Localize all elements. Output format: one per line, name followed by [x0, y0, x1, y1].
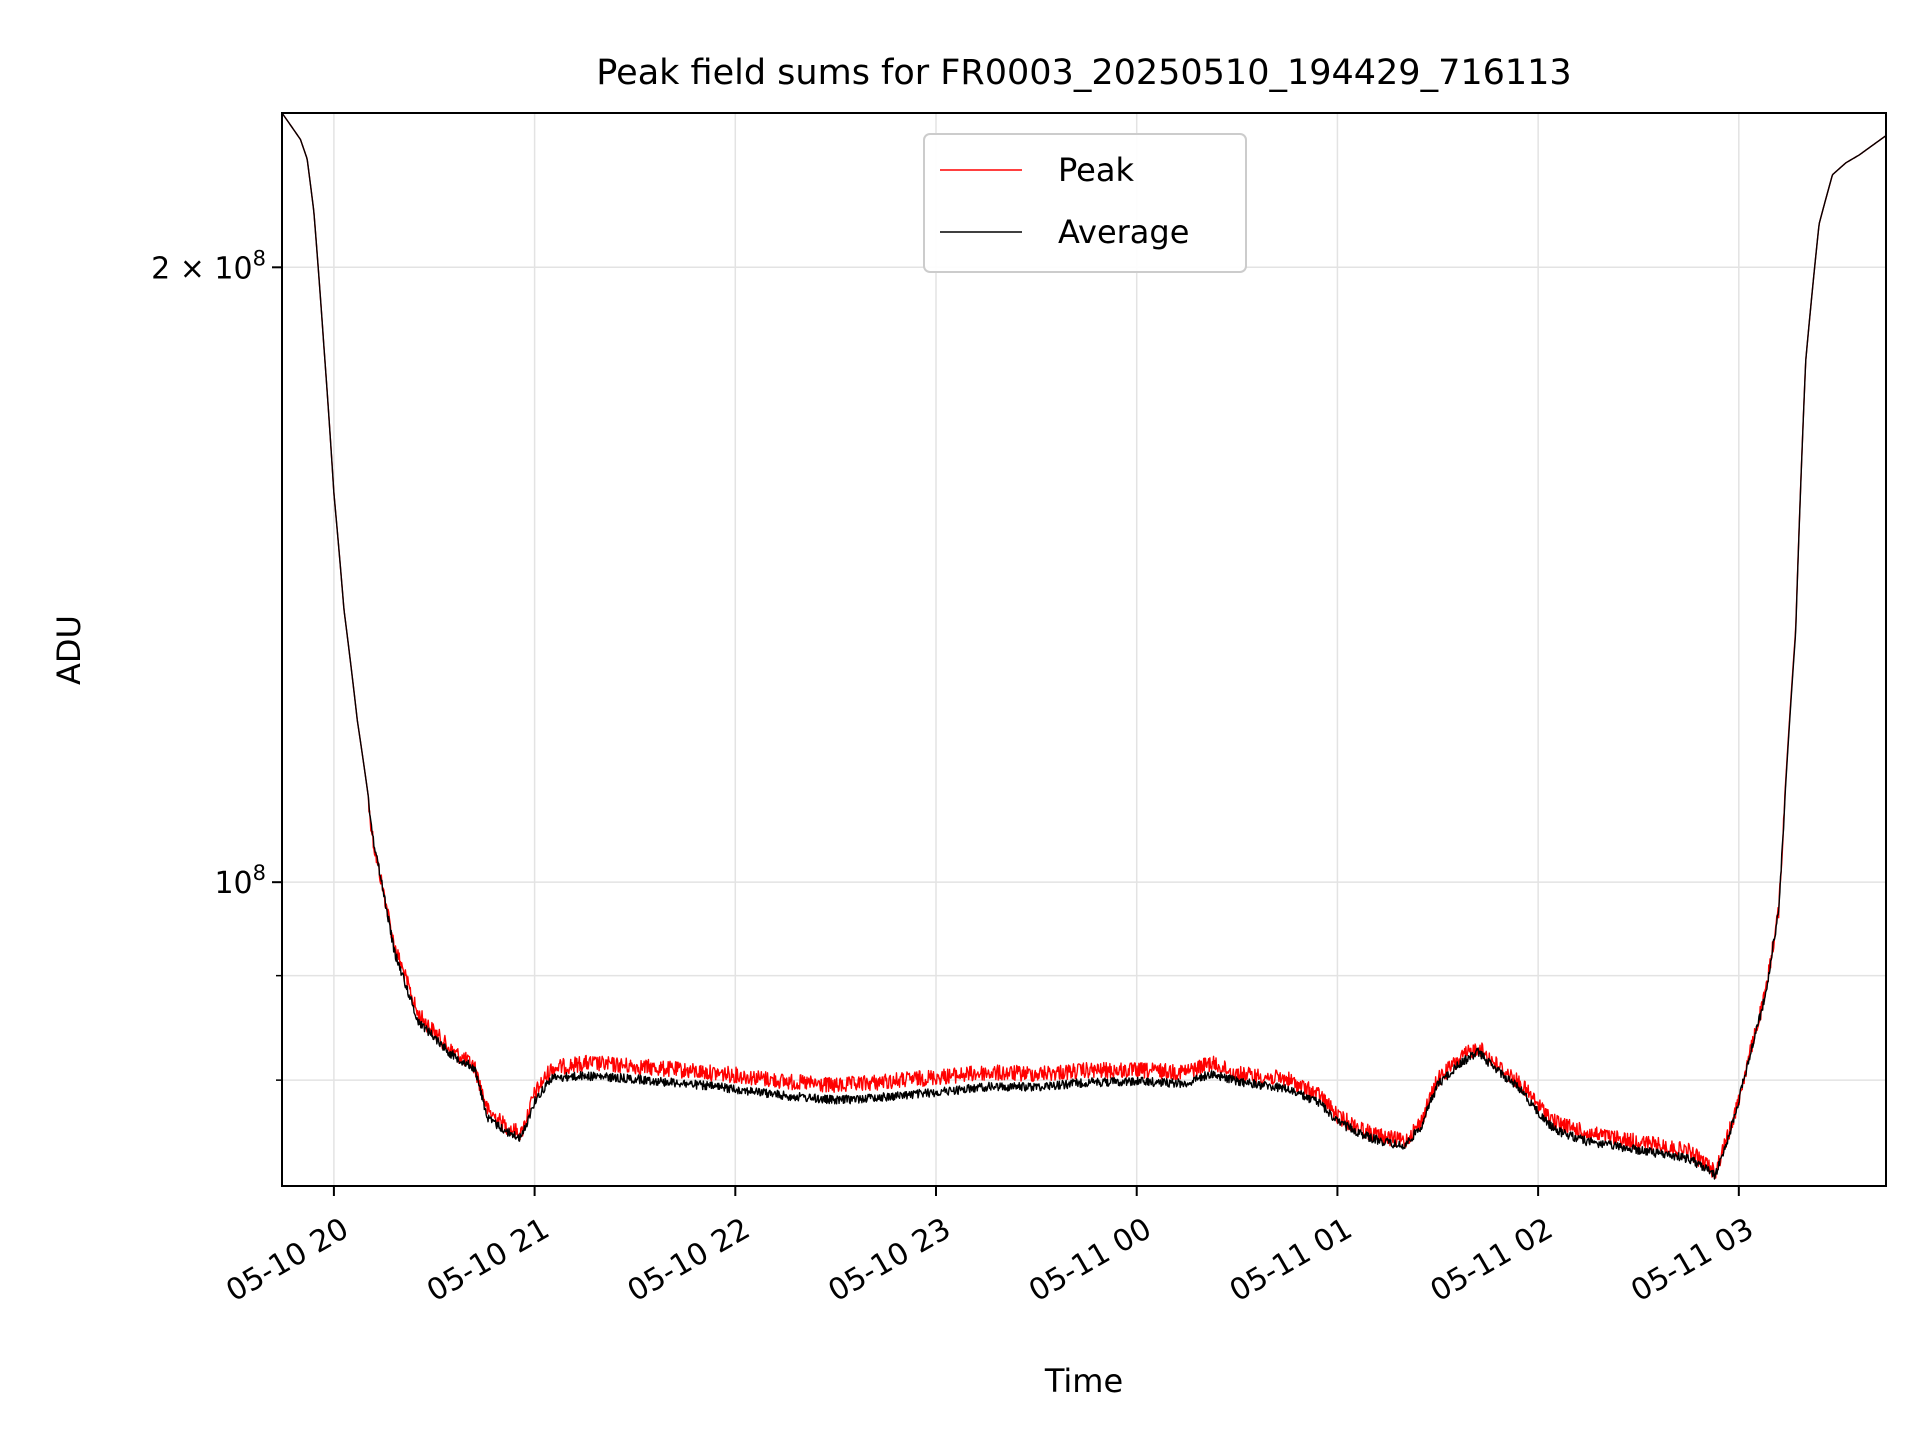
series-line-average [281, 112, 1887, 1180]
x-axis-label: Time [1044, 1362, 1123, 1400]
legend-box [923, 133, 1247, 273]
y-tick-label: 2 × 108 [151, 246, 266, 286]
series-layer [281, 112, 1887, 1180]
y-tick-label: 108 [214, 861, 266, 901]
legend-label-average: Average [1058, 213, 1189, 251]
chart-title: Peak field sums for FR0003_20250510_1944… [596, 53, 1571, 93]
legend: Peak Average [923, 133, 1247, 273]
series-line-peak [281, 112, 1887, 1180]
plot-frame [281, 112, 1887, 1187]
legend-label-peak: Peak [1058, 151, 1134, 189]
y-axis-label: ADU [50, 615, 88, 685]
